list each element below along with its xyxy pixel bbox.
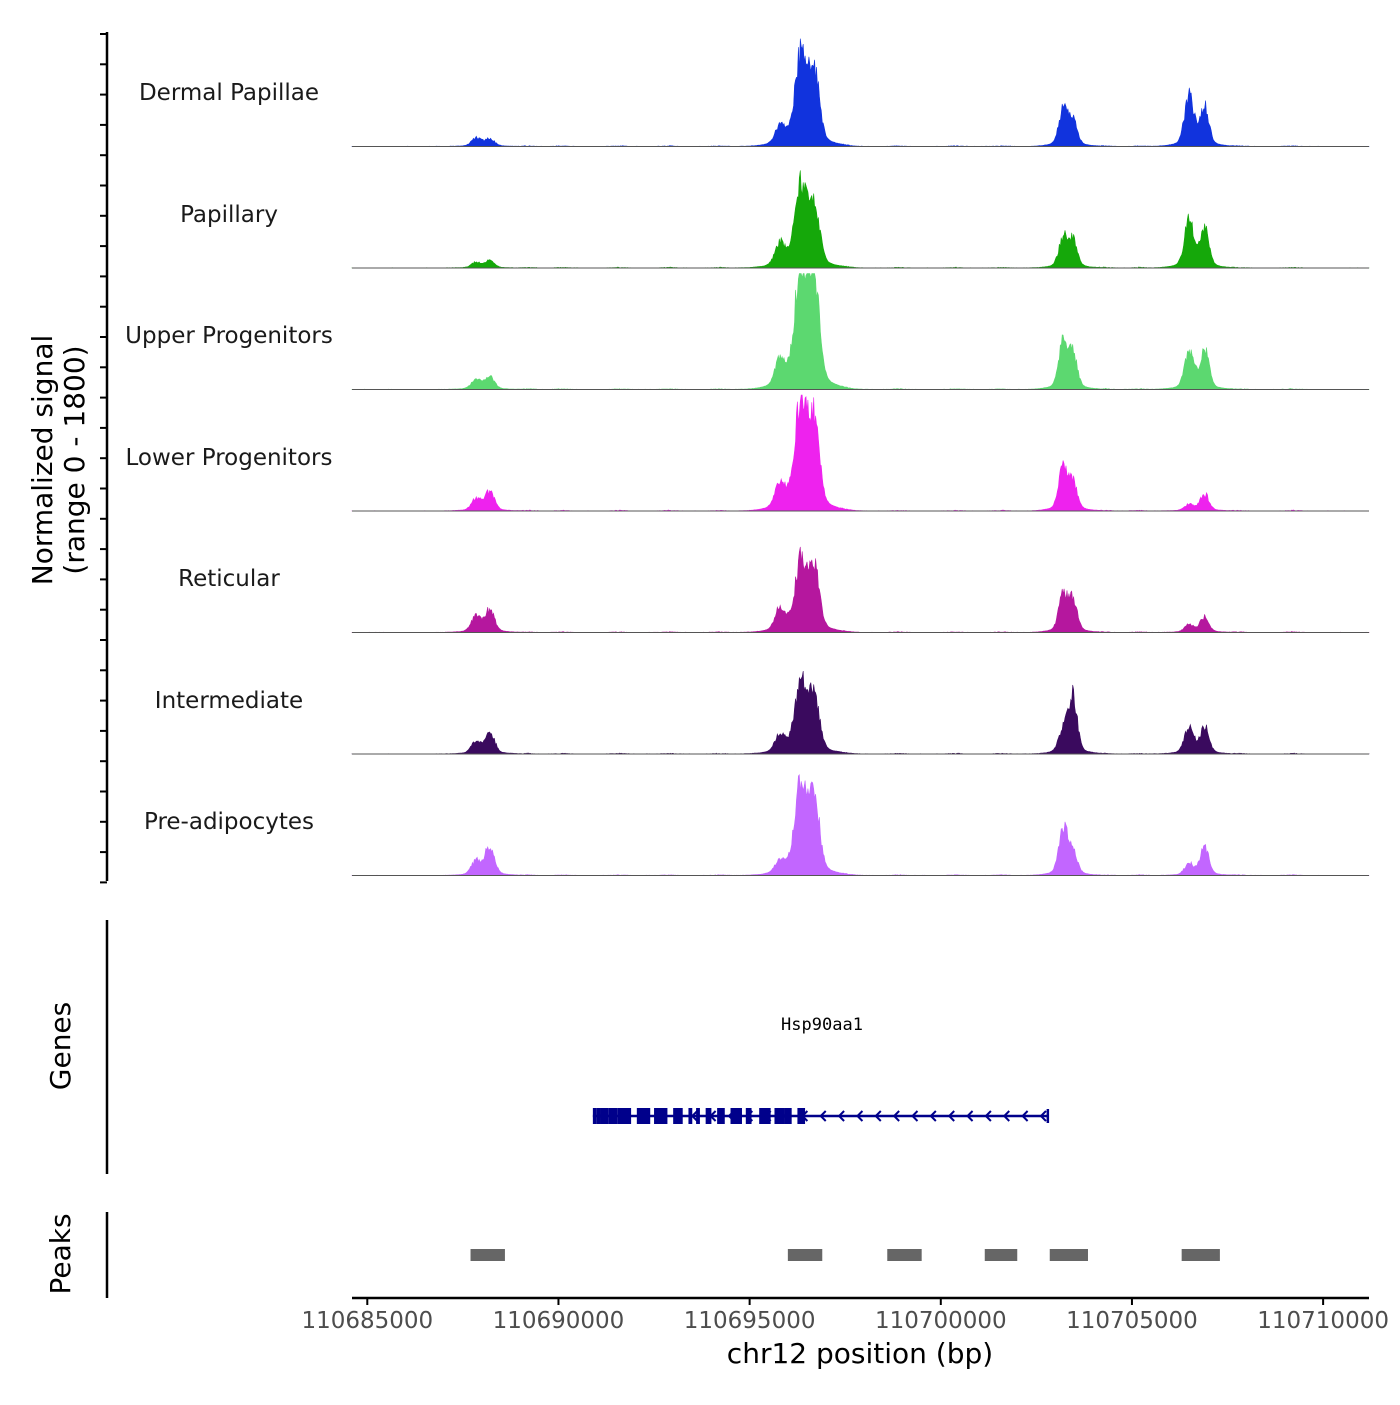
coverage-area-4 xyxy=(351,546,1370,633)
gene-strand-arrow xyxy=(1002,1110,1010,1122)
gene-strand-arrow xyxy=(617,1110,625,1122)
coverage-area-6 xyxy=(351,773,1370,876)
gene-exon-3 xyxy=(608,1108,618,1124)
gene-exon-1 xyxy=(596,1108,601,1124)
gene-exon-0 xyxy=(592,1108,597,1124)
gene-exon-6 xyxy=(654,1108,668,1124)
gene-strand-arrow xyxy=(635,1110,643,1122)
y-axis-title-line1: Normalized signal xyxy=(26,335,59,586)
peak-region-5 xyxy=(1181,1249,1220,1261)
track-label-intermediate: Intermediate xyxy=(155,688,303,714)
genes-panel-title: Genes xyxy=(44,1002,77,1090)
coverage-track-reticular xyxy=(351,546,1370,633)
gene-strand-arrow xyxy=(764,1110,772,1122)
peaks-panel-title-text: Peaks xyxy=(44,1213,77,1294)
peak-region-3 xyxy=(984,1249,1018,1261)
track-label-papillary: Papillary xyxy=(180,202,278,228)
gene-strand-arrow xyxy=(966,1110,974,1122)
coverage-track-dermal-papillae xyxy=(351,38,1370,147)
coverage-track-pre-adipocytes xyxy=(351,773,1370,876)
gene-strand-arrow xyxy=(709,1110,717,1122)
gene-strand-arrow xyxy=(984,1110,992,1122)
coverage-tracks xyxy=(351,38,1370,876)
gene-strand-arrow xyxy=(874,1110,882,1122)
gene-strand-arrow xyxy=(690,1110,698,1122)
gene-exon-7 xyxy=(673,1108,683,1124)
gene-exon-16 xyxy=(784,1108,792,1124)
peak-region-1 xyxy=(787,1249,823,1261)
signal-y-axis-ticks xyxy=(100,33,107,884)
track-label-dermal-papillae: Dermal Papillae xyxy=(139,80,319,106)
track-label-reticular: Reticular xyxy=(178,566,280,592)
gene-strand-arrow xyxy=(672,1110,680,1122)
gene-strand-arrow xyxy=(819,1110,827,1122)
track-label-lower-progenitors: Lower Progenitors xyxy=(126,445,333,471)
peak-region-2 xyxy=(887,1249,922,1261)
gene-exon-12 xyxy=(730,1108,742,1124)
x-tick-label: 110695000 xyxy=(684,1308,816,1334)
gene-exon-11 xyxy=(717,1108,725,1124)
coverage-track-upper-progenitors xyxy=(351,273,1370,390)
gene-strand-arrow xyxy=(1021,1110,1029,1122)
y-axis-title-line2: (range 0 - 1800) xyxy=(58,345,91,574)
coverage-area-1 xyxy=(351,170,1370,269)
peaks-panel-title: Peaks xyxy=(44,1213,77,1294)
gene-name-label: Hsp90aa1 xyxy=(781,1015,863,1035)
gene-exon-8 xyxy=(688,1108,693,1124)
gene-strand-arrow xyxy=(782,1110,790,1122)
x-axis-ticks: 110685000 110690000 110695000 110700000 1107… xyxy=(301,1298,1389,1334)
track-labels: Dermal Papillae Papillary Upper Progenit… xyxy=(125,80,333,835)
coverage-track-intermediate xyxy=(351,670,1370,755)
x-tick-label: 110700000 xyxy=(875,1308,1007,1334)
x-tick-label: 110710000 xyxy=(1257,1308,1389,1334)
gene-exon-15 xyxy=(774,1108,785,1124)
gene-strand-arrow xyxy=(837,1110,845,1122)
coverage-area-0 xyxy=(351,38,1370,147)
x-tick-label: 110685000 xyxy=(301,1308,433,1334)
genes-panel-title-text: Genes xyxy=(44,1002,77,1090)
x-axis-title: chr12 position (bp) xyxy=(727,1337,993,1370)
gene-strand-arrow xyxy=(745,1110,754,1122)
coverage-area-3 xyxy=(351,394,1370,512)
gene-strand-arrow xyxy=(911,1110,919,1122)
gene-exon-4 xyxy=(617,1108,632,1124)
x-tick-label: 110705000 xyxy=(1066,1308,1198,1334)
peak-region-4 xyxy=(1049,1249,1088,1261)
gene-exon-2 xyxy=(600,1108,609,1124)
gene-model-hsp90aa1 xyxy=(592,1108,1050,1124)
gene-strand-arrow xyxy=(856,1110,864,1122)
track-label-upper-progenitors: Upper Progenitors xyxy=(125,323,333,349)
y-axis-title: Normalized signal (range 0 - 1800) xyxy=(26,335,91,586)
peak-region-0 xyxy=(470,1249,505,1261)
gene-strand-arrow xyxy=(947,1110,955,1122)
gene-strand-arrow xyxy=(654,1110,662,1122)
gene-exon-10 xyxy=(705,1108,712,1124)
gene-exon-9 xyxy=(696,1108,700,1124)
gene-strand-arrow xyxy=(892,1110,900,1122)
gene-strand-arrow xyxy=(1039,1110,1047,1122)
coverage-area-2 xyxy=(351,273,1370,390)
peak-regions xyxy=(470,1249,1220,1261)
gene-strand-arrow xyxy=(727,1110,735,1122)
gene-strand-arrow xyxy=(599,1110,607,1122)
coverage-track-lower-progenitors xyxy=(351,394,1370,512)
x-tick-label: 110690000 xyxy=(493,1308,625,1334)
track-label-pre-adipocytes: Pre-adipocytes xyxy=(144,809,314,835)
gene-exon-5 xyxy=(636,1108,651,1124)
gene-strand-arrow xyxy=(929,1110,937,1122)
coverage-area-5 xyxy=(351,670,1370,755)
gene-strand-arrow xyxy=(800,1110,809,1122)
coverage-track-papillary xyxy=(351,170,1370,269)
